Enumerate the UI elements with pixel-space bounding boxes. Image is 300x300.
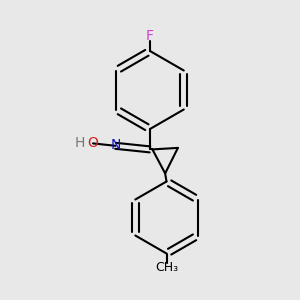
Text: O: O bbox=[88, 136, 98, 150]
Text: H: H bbox=[75, 136, 85, 150]
Text: F: F bbox=[146, 29, 154, 43]
Text: N: N bbox=[110, 138, 121, 152]
Text: CH₃: CH₃ bbox=[155, 261, 178, 274]
